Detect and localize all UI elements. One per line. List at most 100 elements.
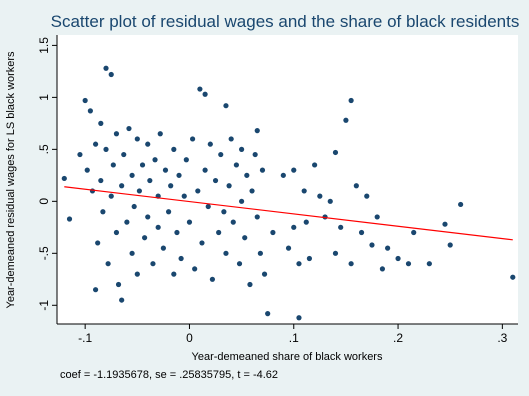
point: [136, 188, 142, 194]
point: [142, 235, 148, 241]
point: [134, 271, 140, 277]
y-tick-label: .5: [37, 144, 51, 154]
point: [312, 162, 318, 168]
point: [129, 172, 135, 178]
x-tick-label: 0: [186, 331, 193, 345]
point: [306, 255, 313, 262]
point: [395, 255, 401, 262]
y-axis-label: Year-demeaned residual wages for LS blac…: [5, 51, 17, 309]
point: [100, 209, 106, 215]
point: [157, 131, 163, 137]
point: [209, 276, 216, 282]
point: [113, 229, 120, 236]
point: [242, 235, 248, 241]
y-tick-label: -.5: [37, 246, 51, 260]
point: [252, 151, 258, 158]
point: [379, 266, 386, 272]
point: [145, 214, 151, 220]
point: [155, 224, 161, 230]
point: [150, 261, 156, 267]
point: [197, 86, 203, 92]
point: [205, 203, 211, 210]
point: [119, 183, 125, 189]
point: [239, 198, 245, 204]
point: [95, 240, 101, 246]
point: [332, 149, 339, 156]
point: [174, 229, 180, 236]
point: [233, 162, 239, 168]
point: [280, 172, 286, 178]
point: [82, 97, 88, 104]
y-tick-label: 1: [37, 94, 51, 101]
point: [405, 261, 412, 267]
x-axis-label: Year-demeaned share of black workers: [192, 351, 383, 363]
point: [374, 214, 380, 220]
point: [98, 177, 104, 184]
point: [202, 91, 208, 97]
fit-line: [64, 186, 513, 241]
point: [236, 261, 243, 267]
point: [84, 167, 90, 173]
y-tick-label: 0: [37, 198, 51, 205]
point: [181, 193, 187, 199]
point: [108, 71, 114, 78]
point: [447, 242, 453, 248]
point: [121, 151, 127, 158]
point: [259, 167, 266, 173]
point: [221, 209, 227, 215]
point: [171, 271, 177, 277]
point: [458, 201, 464, 208]
point: [189, 136, 196, 142]
point: [98, 120, 104, 126]
point: [296, 315, 302, 321]
point: [254, 214, 260, 220]
point: [291, 224, 297, 230]
point: [226, 183, 232, 189]
point: [199, 240, 205, 246]
note: coef = -1.1935678, se = .25835795, t = -…: [60, 369, 278, 381]
point: [129, 250, 135, 256]
point: [165, 209, 172, 215]
point: [113, 131, 120, 137]
point: [103, 146, 109, 152]
point: [124, 219, 130, 225]
point: [105, 261, 111, 267]
point: [348, 97, 354, 104]
point: [216, 229, 222, 236]
x-tick-label: .1: [289, 331, 299, 345]
point: [92, 141, 99, 147]
point: [87, 108, 93, 114]
point: [183, 157, 189, 163]
point: [77, 151, 83, 158]
point: [61, 175, 67, 182]
point: [426, 261, 432, 267]
point: [285, 245, 292, 251]
point: [168, 183, 174, 189]
x-tick-label: .2: [393, 331, 403, 345]
point: [202, 167, 208, 173]
point: [385, 245, 391, 251]
point: [223, 103, 229, 109]
point: [131, 203, 137, 210]
point: [171, 146, 177, 152]
y-tick-label: 1.5: [37, 37, 51, 54]
point: [239, 146, 245, 152]
point: [218, 151, 224, 158]
point: [230, 219, 236, 225]
point: [303, 219, 309, 225]
point: [244, 172, 250, 178]
point: [261, 271, 268, 277]
point: [411, 229, 417, 236]
point: [249, 188, 255, 194]
point: [228, 136, 234, 142]
point: [110, 162, 116, 168]
point: [207, 141, 213, 147]
point: [254, 128, 260, 134]
point: [162, 167, 169, 173]
point: [257, 250, 263, 256]
point: [89, 188, 96, 194]
point: [139, 162, 146, 168]
point: [343, 117, 349, 123]
